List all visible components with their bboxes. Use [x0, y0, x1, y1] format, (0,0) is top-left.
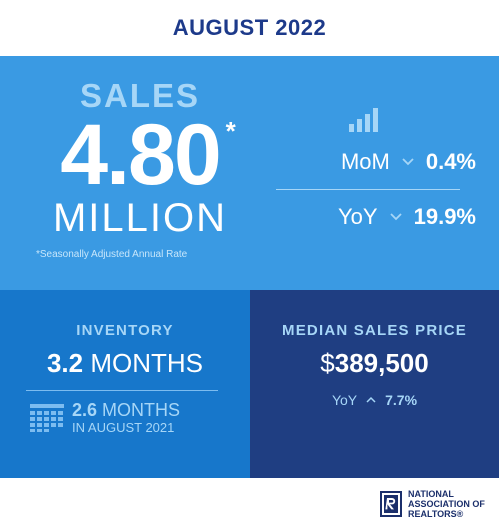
header: AUGUST 2022 [0, 0, 499, 56]
inventory-unit: MONTHS [90, 348, 204, 378]
mom-label: MoM [340, 149, 390, 174]
inventory-value: 3.2 MONTHS [0, 348, 250, 379]
price-yoy-value: 7.7% [385, 392, 418, 408]
inventory-prev-number: 2.6 [72, 400, 98, 420]
nar-logo: NATIONAL ASSOCIATION OF REALTORS® [380, 489, 485, 519]
price-yoy-label: YoY [331, 392, 358, 408]
median-price-title: MEDIAN SALES PRICE [282, 322, 467, 339]
inventory-divider [26, 390, 218, 391]
yoy-value: 19.9% [413, 204, 476, 229]
sales-asterisk: * [225, 116, 236, 146]
chevron-down-icon [389, 213, 402, 221]
inventory-number: 3.2 [46, 348, 84, 378]
inventory-prev-period: IN AUGUST 2021 [72, 420, 175, 435]
sales-footnote: *Seasonally Adjusted Annual Rate [36, 249, 188, 260]
nar-line-3: REALTORS® [408, 509, 464, 519]
bar-chart-icon [349, 108, 381, 132]
median-price-panel: MEDIAN SALES PRICE $389,500 YoY 7.7% [250, 290, 499, 478]
mom-metric: MoM 0.4% [272, 149, 476, 175]
metric-divider [276, 189, 460, 190]
nar-line-2: ASSOCIATION OF [408, 499, 485, 509]
page-title: AUGUST 2022 [172, 15, 327, 40]
realtor-r-logo-icon [380, 491, 402, 517]
inventory-title: INVENTORY [76, 322, 174, 339]
median-price-value: $389,500 [250, 348, 499, 379]
median-price-number: 389,500 [334, 348, 429, 378]
inventory-panel: INVENTORY 3.2 MONTHS 2.6 MONTHS IN AUGUS… [0, 290, 250, 478]
sales-value-number: 4.80 [60, 107, 221, 203]
calendar-icon [30, 404, 64, 432]
chevron-down-icon [402, 158, 414, 166]
inventory-previous: 2.6 MONTHS IN AUGUST 2021 [72, 400, 180, 436]
sales-headline: SALES 4.80 * MILLION *Seasonally Adjusted… [26, 78, 254, 262]
sales-title: SALES [79, 77, 201, 114]
mom-value: 0.4% [425, 149, 476, 174]
inventory-prev-unit: MONTHS [102, 400, 181, 420]
yoy-label: YoY [338, 204, 378, 229]
currency-symbol: $ [320, 348, 335, 378]
median-price-yoy: YoY 7.7% [250, 392, 499, 408]
sales-unit: MILLION [52, 196, 228, 240]
sales-value: 4.80 * [60, 112, 235, 198]
nar-logo-text: NATIONAL ASSOCIATION OF REALTORS® [408, 489, 485, 519]
sales-panel: SALES 4.80 * MILLION *Seasonally Adjusted… [0, 56, 499, 290]
nar-line-1: NATIONAL [408, 489, 454, 499]
chevron-up-icon [366, 396, 376, 403]
yoy-metric: YoY 19.9% [272, 204, 476, 230]
